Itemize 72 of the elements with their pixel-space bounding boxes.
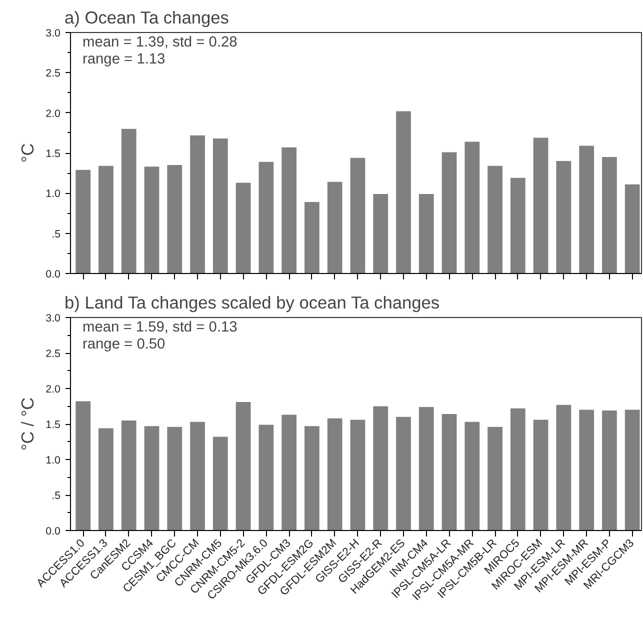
y-axis-title: °C / °C <box>18 397 38 451</box>
bar <box>350 420 366 530</box>
bar <box>602 410 617 530</box>
y-tick-label: 1.5 <box>46 148 61 160</box>
y-tick-label: 2.5 <box>46 68 61 80</box>
bar <box>418 194 434 274</box>
bar <box>282 147 296 274</box>
bar <box>76 170 91 274</box>
bar <box>76 401 91 530</box>
bar <box>236 402 251 530</box>
bar <box>167 426 182 530</box>
bar <box>579 410 594 530</box>
bar <box>602 157 617 274</box>
bar <box>167 165 182 274</box>
bar <box>98 428 114 530</box>
bar <box>488 166 502 274</box>
y-tick-label: 0.0 <box>46 526 61 538</box>
bar <box>533 138 548 274</box>
y-axis-title: °C <box>18 143 38 163</box>
y-tick-label: .5 <box>52 490 61 502</box>
y-tick-label: 1.0 <box>46 188 61 200</box>
bar <box>624 184 640 274</box>
chart-title: a) Ocean Ta changes <box>64 8 230 28</box>
bar <box>282 414 296 530</box>
y-tick-label: 2.0 <box>46 108 61 120</box>
bar <box>350 158 366 274</box>
bar <box>258 424 274 530</box>
bar <box>464 142 480 274</box>
bar <box>190 422 205 530</box>
bar <box>304 426 320 530</box>
y-tick-label: 0.0 <box>46 268 61 280</box>
bar <box>236 182 251 274</box>
y-tick-label: .5 <box>52 228 61 240</box>
bar <box>556 404 572 530</box>
y-tick-label: 2.5 <box>46 348 61 360</box>
bar <box>510 408 526 530</box>
y-tick-label: 3.0 <box>46 312 61 324</box>
bar <box>144 166 160 274</box>
y-tick-label: 2.0 <box>46 384 61 396</box>
bar <box>556 161 572 274</box>
annotation: range = 0.50 <box>82 336 166 352</box>
bar <box>396 416 411 530</box>
chart-title: b) Land Ta changes scaled by ocean Ta changes <box>64 292 440 312</box>
annotation: range = 1.13 <box>82 52 166 68</box>
annotation: mean = 1.59, std = 0.13 <box>82 320 238 336</box>
bar <box>624 410 640 530</box>
bar <box>144 426 160 530</box>
bar <box>442 152 457 274</box>
bar <box>212 436 228 530</box>
bar <box>327 418 342 530</box>
bar <box>121 420 136 530</box>
bar <box>442 414 457 530</box>
bar <box>190 135 205 274</box>
bar <box>258 162 274 274</box>
y-tick-label: 1.0 <box>46 454 61 466</box>
bar <box>533 420 548 530</box>
bar <box>121 128 136 274</box>
bar <box>396 111 411 274</box>
bar <box>304 202 320 274</box>
bar <box>579 146 594 274</box>
bar <box>488 426 502 530</box>
bar <box>98 166 114 274</box>
bar <box>418 406 434 530</box>
y-tick-label: 1.5 <box>46 419 61 431</box>
bar <box>212 138 228 274</box>
y-tick-label: 3.0 <box>46 28 61 40</box>
bar <box>464 422 480 530</box>
bar <box>373 194 388 274</box>
bar <box>510 178 526 274</box>
bar <box>373 406 388 530</box>
bar <box>327 182 342 274</box>
annotation: mean = 1.39, std = 0.28 <box>82 34 238 50</box>
